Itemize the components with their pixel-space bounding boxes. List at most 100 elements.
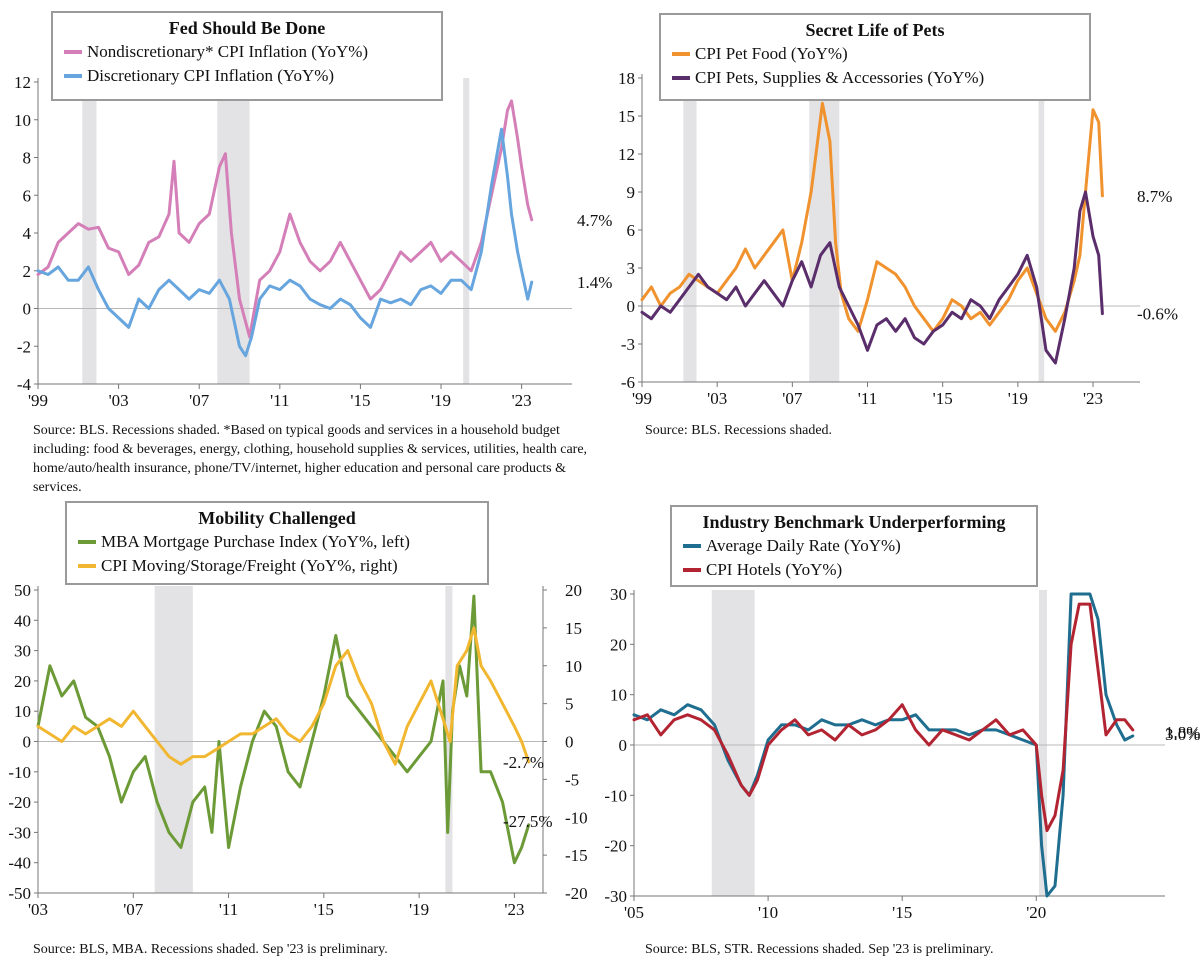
- y-tick-label: -30: [604, 887, 627, 906]
- y-tick-label: 12: [618, 145, 635, 164]
- y-tick-label: -20: [604, 837, 627, 856]
- series-line-2: [632, 602, 1135, 833]
- y-right-tick-label: -20: [565, 884, 588, 903]
- x-tick-label: '15: [892, 903, 912, 922]
- legend-label: CPI Pet Food (YoY%): [695, 44, 848, 63]
- end-value-label: -2.7%: [503, 753, 544, 772]
- x-tick-label: '10: [758, 903, 778, 922]
- y-tick-label: 40: [14, 611, 31, 630]
- x-tick-label: '03: [28, 900, 48, 919]
- source-note-4: Source: BLS, STR. Recessions shaded. Sep…: [645, 942, 994, 957]
- x-tick-label: '15: [933, 389, 953, 408]
- y-tick-label: -4: [17, 375, 32, 394]
- legend-label: MBA Mortgage Purchase Index (YoY%, left): [101, 532, 410, 551]
- y-right-tick-label: -10: [565, 808, 588, 827]
- end-value-label: 4.7%: [577, 211, 612, 230]
- chart-3: -50-40-30-20-1001020304050-20-15-10-5051…: [8, 501, 588, 919]
- chart-4: -30 -20 -10 0 10 20 30 '05 '10 '15 '20 1.8%3.0% Indu…: [604, 505, 1200, 922]
- y-tick-label: 4: [23, 224, 32, 243]
- legend: Fed Should Be Done Nondiscretionary* CPI …: [51, 11, 443, 101]
- end-value-label: 1.4%: [577, 273, 612, 292]
- y-tick-label: 6: [23, 186, 32, 205]
- x-tick-label: '11: [858, 389, 877, 408]
- y-tick-label: -20: [8, 793, 31, 812]
- legend-label: CPI Pets, Supplies & Accessories (YoY%): [695, 68, 984, 87]
- end-value-label: 3.0%: [1165, 725, 1200, 744]
- y-tick-label: 0: [23, 733, 32, 752]
- y-tick-label: 20: [14, 672, 31, 691]
- y-right-tick-label: 0: [565, 733, 574, 752]
- y-tick-label: 0: [627, 297, 636, 316]
- x-tick-label: '15: [314, 900, 334, 919]
- end-value-label: -27.5%: [503, 812, 553, 831]
- y-tick-label: -40: [8, 854, 31, 873]
- y-tick-label: -6: [621, 373, 635, 392]
- recession-band: [1038, 590, 1047, 896]
- source-note-2: Source: BLS. Recessions shaded.: [645, 423, 833, 438]
- recession-band: [683, 74, 697, 382]
- end-value-label: -0.6%: [1137, 305, 1178, 324]
- series-line-1: [640, 101, 1104, 333]
- y-tick-label: 0: [619, 736, 628, 755]
- chart-title: Secret Life of Pets: [805, 20, 944, 40]
- source-note-3: Source: BLS, MBA. Recessions shaded. Sep…: [33, 942, 388, 957]
- y-tick-label: 6: [627, 221, 636, 240]
- x-tick-label: '05: [624, 903, 644, 922]
- y-tick-label: 2: [23, 262, 32, 281]
- x-tick-label: '03: [109, 391, 129, 410]
- y-tick-label: -3: [621, 335, 635, 354]
- legend-label: CPI Hotels (YoY%): [706, 560, 842, 579]
- source-note-1: Source: BLS. Recessions shaded. *Based o…: [33, 423, 588, 495]
- y-right-tick-label: -15: [565, 846, 588, 865]
- y-tick-label: 50: [14, 581, 31, 600]
- y-tick-label: 10: [610, 686, 627, 705]
- x-tick-label: '20: [1026, 903, 1046, 922]
- end-value-label: 1.8%: [1165, 723, 1200, 742]
- chart-2: -6 -3 0 3 6 9 12 15 18 '99 '03 '07 '11 '15 '19 '23 8.7% -…: [618, 13, 1178, 408]
- chart-1: -4 -2 0 2 4 6 8 10 12 '99 '03 '07 '11 '15 '19 '23 4.7% 1.…: [14, 11, 612, 410]
- recession-band: [217, 78, 250, 384]
- recession-band: [154, 586, 193, 893]
- x-tick-label: '07: [189, 391, 210, 410]
- y-right-tick-label: 5: [565, 695, 574, 714]
- y-tick-label: 30: [14, 642, 31, 661]
- x-tick-label: '11: [219, 900, 238, 919]
- series-line-2: [36, 626, 531, 766]
- x-tick-label: '07: [123, 900, 144, 919]
- x-tick-label: '99: [28, 391, 48, 410]
- recession-band: [82, 78, 97, 384]
- chart-title: Fed Should Be Done: [169, 18, 326, 38]
- x-tick-label: '23: [504, 900, 524, 919]
- x-tick-label: '19: [1008, 389, 1028, 408]
- y-tick-label: 0: [23, 300, 32, 319]
- y-tick-label: 10: [14, 111, 31, 130]
- x-tick-label: '99: [632, 389, 652, 408]
- y-tick-label: -2: [17, 337, 31, 356]
- y-tick-label: 18: [618, 69, 635, 88]
- legend-box: [51, 11, 443, 101]
- y-tick-label: 20: [610, 635, 627, 654]
- y-tick-label: -10: [604, 786, 627, 805]
- y-tick-label: 9: [627, 183, 636, 202]
- y-tick-label: 10: [14, 702, 31, 721]
- legend-box: [65, 501, 489, 585]
- end-value-label: 8.7%: [1137, 187, 1172, 206]
- series-line-1: [36, 594, 531, 865]
- chart-title: Industry Benchmark Underperforming: [702, 512, 1005, 532]
- x-tick-label: '23: [512, 391, 532, 410]
- recession-band: [463, 78, 470, 384]
- legend-label: Average Daily Rate (YoY%): [706, 536, 901, 555]
- recession-band: [711, 590, 755, 896]
- x-tick-label: '11: [270, 391, 289, 410]
- y-right-tick-label: 10: [565, 657, 582, 676]
- y-tick-label: -10: [8, 763, 31, 782]
- recession-band: [1038, 74, 1045, 382]
- y-tick-label: -30: [8, 823, 31, 842]
- legend-label: CPI Moving/Storage/Freight (YoY%, right): [101, 556, 398, 575]
- y-tick-label: 12: [14, 73, 31, 92]
- y-tick-label: 30: [610, 585, 627, 604]
- y-tick-label: -50: [8, 884, 31, 903]
- legend: Mobility Challenged MBA Mortgage Purchase…: [65, 501, 489, 585]
- legend-box: [670, 505, 1038, 587]
